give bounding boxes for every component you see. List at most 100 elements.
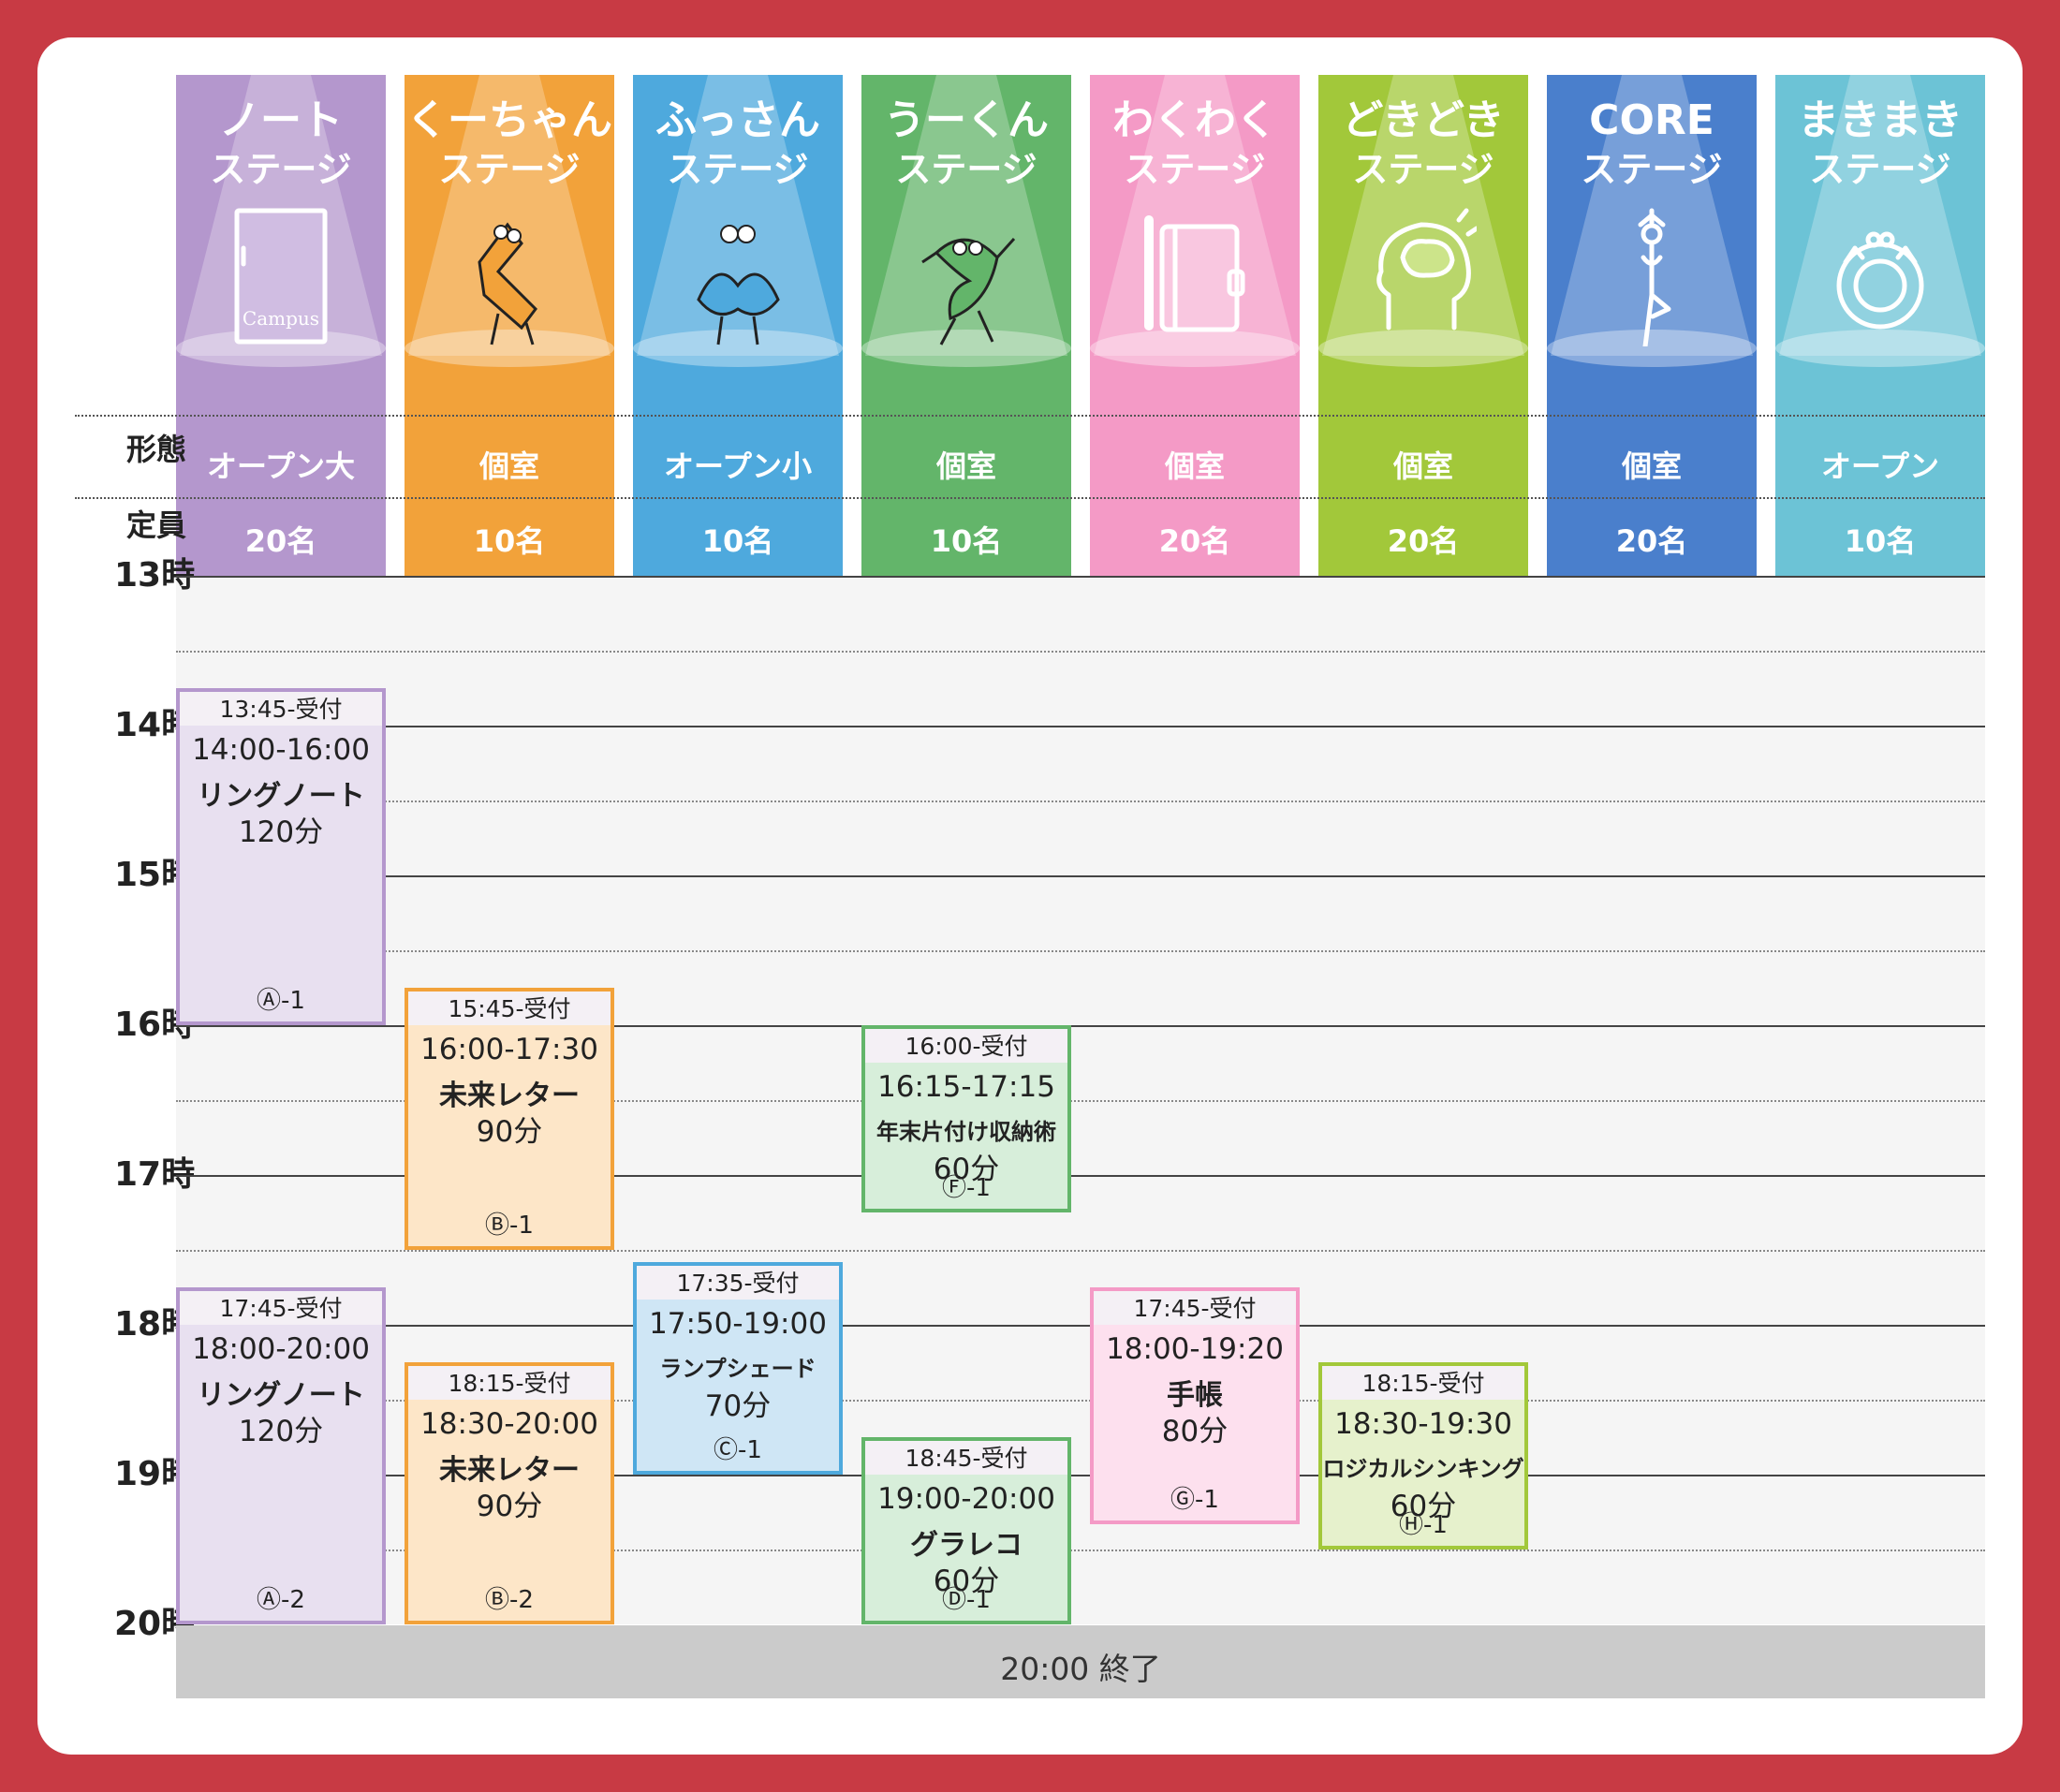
session-time: 19:00-20:00: [877, 1482, 1055, 1516]
session-code: Ⓐ-1: [257, 987, 305, 1015]
session-block[interactable]: 17:35-受付 17:50-19:00 ランプシェード 70分 Ⓒ-1: [633, 1262, 843, 1475]
stage-format-cell: 個室: [1090, 426, 1300, 501]
session-duration: 60分: [933, 1153, 1000, 1186]
session-title: ロジカルシンキング: [1322, 1456, 1524, 1482]
session-code: Ⓓ-1: [942, 1586, 991, 1614]
stage-title: どきどき: [1342, 96, 1505, 144]
session-time: 18:30-19:30: [1334, 1407, 1512, 1441]
stage-title: ふっさん: [655, 96, 820, 144]
session-title: 年末片付け収納術: [876, 1119, 1056, 1145]
ku-character-icon: [456, 206, 563, 346]
stage-format: オープン: [1820, 448, 1940, 484]
hour-line: [176, 1475, 1985, 1476]
stage-subtitle: ステージ: [1809, 149, 1951, 190]
header-row-divider: [75, 497, 1985, 499]
stage-title: ノート: [219, 96, 343, 144]
stage-capacity: 20名: [1158, 523, 1231, 559]
session-block[interactable]: 17:45-受付 18:00-19:20 手帳 80分 Ⓖ-1: [1090, 1287, 1300, 1525]
session-block[interactable]: 13:45-受付 14:00-16:00 リングノート 120分 Ⓐ-1: [176, 688, 386, 1025]
session-duration: 60分: [1390, 1490, 1457, 1523]
stage-format: 個室: [1392, 448, 1453, 484]
stage-capacity: 20名: [1615, 523, 1688, 559]
stage-header-2: くーちゃん ステージ: [405, 75, 614, 426]
hour-label: 17時: [114, 1155, 196, 1194]
half-hour-line: [176, 1250, 1985, 1252]
session-time: 17:50-19:00: [649, 1307, 827, 1342]
stage-capacity-cell: 10名: [1775, 501, 1985, 576]
session-block[interactable]: 16:00-受付 16:15-17:15 年末片付け収納術 60分 Ⓕ-1: [861, 1025, 1071, 1212]
session-block[interactable]: 17:45-受付 18:00-20:00 リングノート 120分 Ⓐ-2: [176, 1287, 386, 1624]
stage-format: 個室: [478, 448, 539, 484]
stage-capacity: 10名: [701, 523, 774, 559]
stage-subtitle: ステージ: [895, 149, 1037, 190]
session-code: Ⓕ-1: [942, 1174, 991, 1202]
half-hour-line: [176, 1400, 1985, 1402]
session-duration: 90分: [476, 1115, 543, 1149]
hour-line: [176, 576, 1985, 578]
stage-format-cell: 個室: [405, 426, 614, 501]
stage-capacity: 20名: [1387, 523, 1460, 559]
hour-line: [176, 726, 1985, 727]
wreath-icon: [1827, 206, 1934, 346]
stage-capacity-cell: 20名: [1318, 501, 1528, 576]
reception-time: 13:45-受付: [180, 692, 382, 726]
spotlight: [1775, 75, 1985, 426]
stage-header-4: うーくん ステージ: [861, 75, 1071, 426]
session-code: Ⓗ-1: [1399, 1511, 1448, 1539]
campus-notebook-icon: Campus: [228, 206, 334, 346]
stage-format: 個室: [1621, 448, 1682, 484]
reception-time: 17:45-受付: [180, 1291, 382, 1325]
reception-time: 16:00-受付: [865, 1029, 1067, 1063]
session-title: ランプシェード: [659, 1356, 817, 1383]
u-character-icon: [913, 206, 1020, 346]
reception-time: 18:45-受付: [865, 1441, 1067, 1475]
format-row-label: 形態: [125, 432, 186, 467]
end-label: 20:00 終了: [1000, 1651, 1161, 1687]
session-code: Ⓖ-1: [1170, 1486, 1219, 1515]
stage-format-cell: 個室: [1547, 426, 1757, 501]
campus-label: Campus: [242, 307, 320, 330]
end-bar: 20:00 終了: [176, 1625, 1985, 1698]
spotlight: [1318, 75, 1528, 426]
session-time: 18:00-20:00: [192, 1332, 370, 1366]
session-block[interactable]: 18:15-受付 18:30-20:00 未来レター 90分 Ⓑ-2: [405, 1362, 614, 1624]
session-time: 18:00-19:20: [1106, 1332, 1284, 1366]
session-code: Ⓒ-1: [714, 1435, 762, 1464]
capacity-row-label: 定員: [125, 507, 186, 543]
session-time: 18:30-20:00: [420, 1407, 598, 1441]
session-code: Ⓑ-1: [485, 1212, 534, 1240]
spotlight: [405, 75, 614, 426]
session-block[interactable]: 15:45-受付 16:00-17:30 未来レター 90分 Ⓑ-1: [405, 988, 614, 1250]
session-code: Ⓐ-2: [257, 1586, 305, 1614]
spotlight: [633, 75, 843, 426]
session-block[interactable]: 18:15-受付 18:30-19:30 ロジカルシンキング 60分 Ⓗ-1: [1318, 1362, 1528, 1550]
session-title: 手帳: [1167, 1379, 1223, 1412]
half-hour-line: [176, 1100, 1985, 1102]
reception-time: 17:45-受付: [1094, 1291, 1296, 1325]
stage-capacity-cell: 20名: [1090, 501, 1300, 576]
stage-capacity-cell: 20名: [1547, 501, 1757, 576]
stage-subtitle: ステージ: [1581, 149, 1723, 190]
stage-format-cell: 個室: [861, 426, 1071, 501]
session-duration: 120分: [238, 815, 324, 849]
session-title: リングノート: [197, 780, 365, 813]
hour-line: [176, 1175, 1985, 1177]
stage-format: 個室: [935, 448, 996, 484]
session-block[interactable]: 18:45-受付 19:00-20:00 グラレコ 60分 Ⓓ-1: [861, 1437, 1071, 1624]
session-duration: 60分: [933, 1564, 1000, 1598]
planner-notebook-icon: [1141, 206, 1248, 346]
session-duration: 90分: [476, 1490, 543, 1523]
half-hour-line: [176, 1550, 1985, 1551]
stage-header-8: まきまき ステージ: [1775, 75, 1985, 426]
session-duration: 70分: [704, 1389, 772, 1424]
stage-capacity: 10名: [930, 523, 1003, 559]
session-duration: 80分: [1161, 1415, 1229, 1448]
stage-title: わくわく: [1112, 96, 1277, 144]
stage-capacity-cell: 20名: [176, 501, 386, 576]
session-time: 16:00-17:30: [420, 1033, 598, 1066]
session-title: 未来レター: [439, 1080, 580, 1112]
reception-time: 18:15-受付: [408, 1366, 611, 1400]
stage-format-cell: 個室: [1318, 426, 1528, 501]
stage-subtitle: ステージ: [438, 149, 581, 190]
stage-header-1: ノート ステージ Campus: [176, 75, 386, 426]
